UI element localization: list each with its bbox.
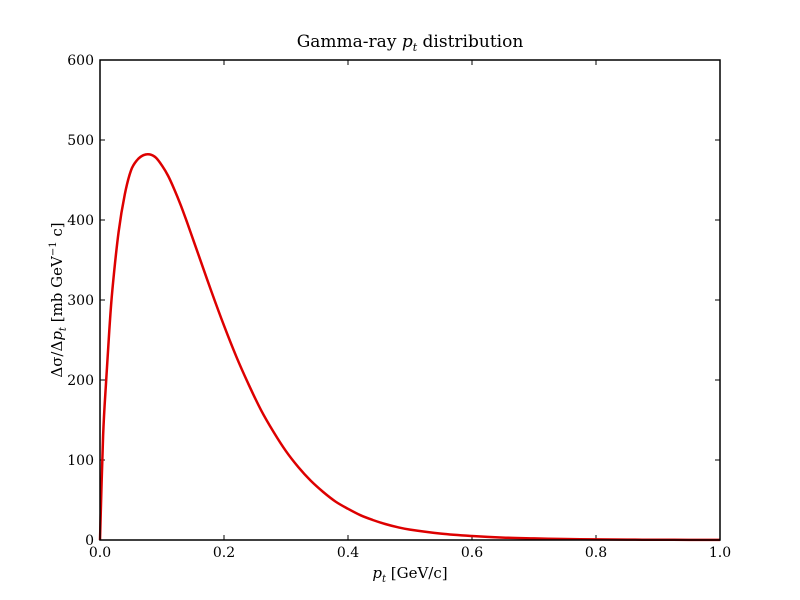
y-axis-title-unit-post: c] bbox=[48, 222, 66, 241]
x-tick-label: 1.0 bbox=[709, 545, 731, 561]
y-axis-title-unit-pre: [mb GeV bbox=[48, 255, 66, 327]
y-tick-label: 100 bbox=[67, 453, 94, 469]
x-tick-label: 0.2 bbox=[213, 545, 235, 561]
y-axis-title: Δσ/Δpt [mb GeV−1 c] bbox=[48, 222, 69, 377]
chart-title-var: p bbox=[402, 32, 413, 52]
chart-title-sub: t bbox=[413, 41, 418, 54]
y-tick-label: 0 bbox=[85, 533, 94, 549]
y-tick-label: 600 bbox=[67, 53, 94, 69]
x-tick-labels: 0.0 0.2 0.4 0.6 0.8 1.0 bbox=[89, 545, 731, 561]
chart-title: Gamma-ray pt distribution bbox=[297, 32, 524, 54]
series-layer bbox=[98, 152, 721, 542]
y-axis-title-num: Δσ/Δ bbox=[48, 341, 66, 378]
y-axis-title-var: p bbox=[48, 331, 66, 341]
y-tick-label: 400 bbox=[67, 213, 94, 229]
chart-title-suffix: distribution bbox=[417, 32, 523, 52]
y-axis-title-sub: t bbox=[58, 326, 69, 331]
x-tick-label: 0.6 bbox=[461, 545, 483, 561]
y-tick-label: 200 bbox=[67, 373, 94, 389]
y-axis-title-unit-sup: −1 bbox=[48, 241, 59, 256]
x-axis-title-unit: [GeV/c] bbox=[386, 564, 448, 582]
y-tick-labels: 0 100 200 300 400 500 600 bbox=[67, 53, 94, 549]
x-tick-label: 0.0 bbox=[89, 545, 111, 561]
chart-title-prefix: Gamma-ray bbox=[297, 32, 402, 52]
x-tick-label: 0.4 bbox=[337, 545, 359, 561]
axis-ticks bbox=[99, 59, 721, 541]
x-axis-title-sub: t bbox=[382, 574, 387, 585]
x-tick-label: 0.8 bbox=[585, 545, 607, 561]
plot-frame bbox=[99, 59, 721, 541]
x-axis-title: pt [GeV/c] bbox=[372, 564, 447, 585]
x-axis-title-var: p bbox=[372, 564, 382, 582]
y-tick-label: 300 bbox=[67, 293, 94, 309]
y-tick-label: 500 bbox=[67, 133, 94, 149]
series-line-0 bbox=[98, 152, 721, 542]
